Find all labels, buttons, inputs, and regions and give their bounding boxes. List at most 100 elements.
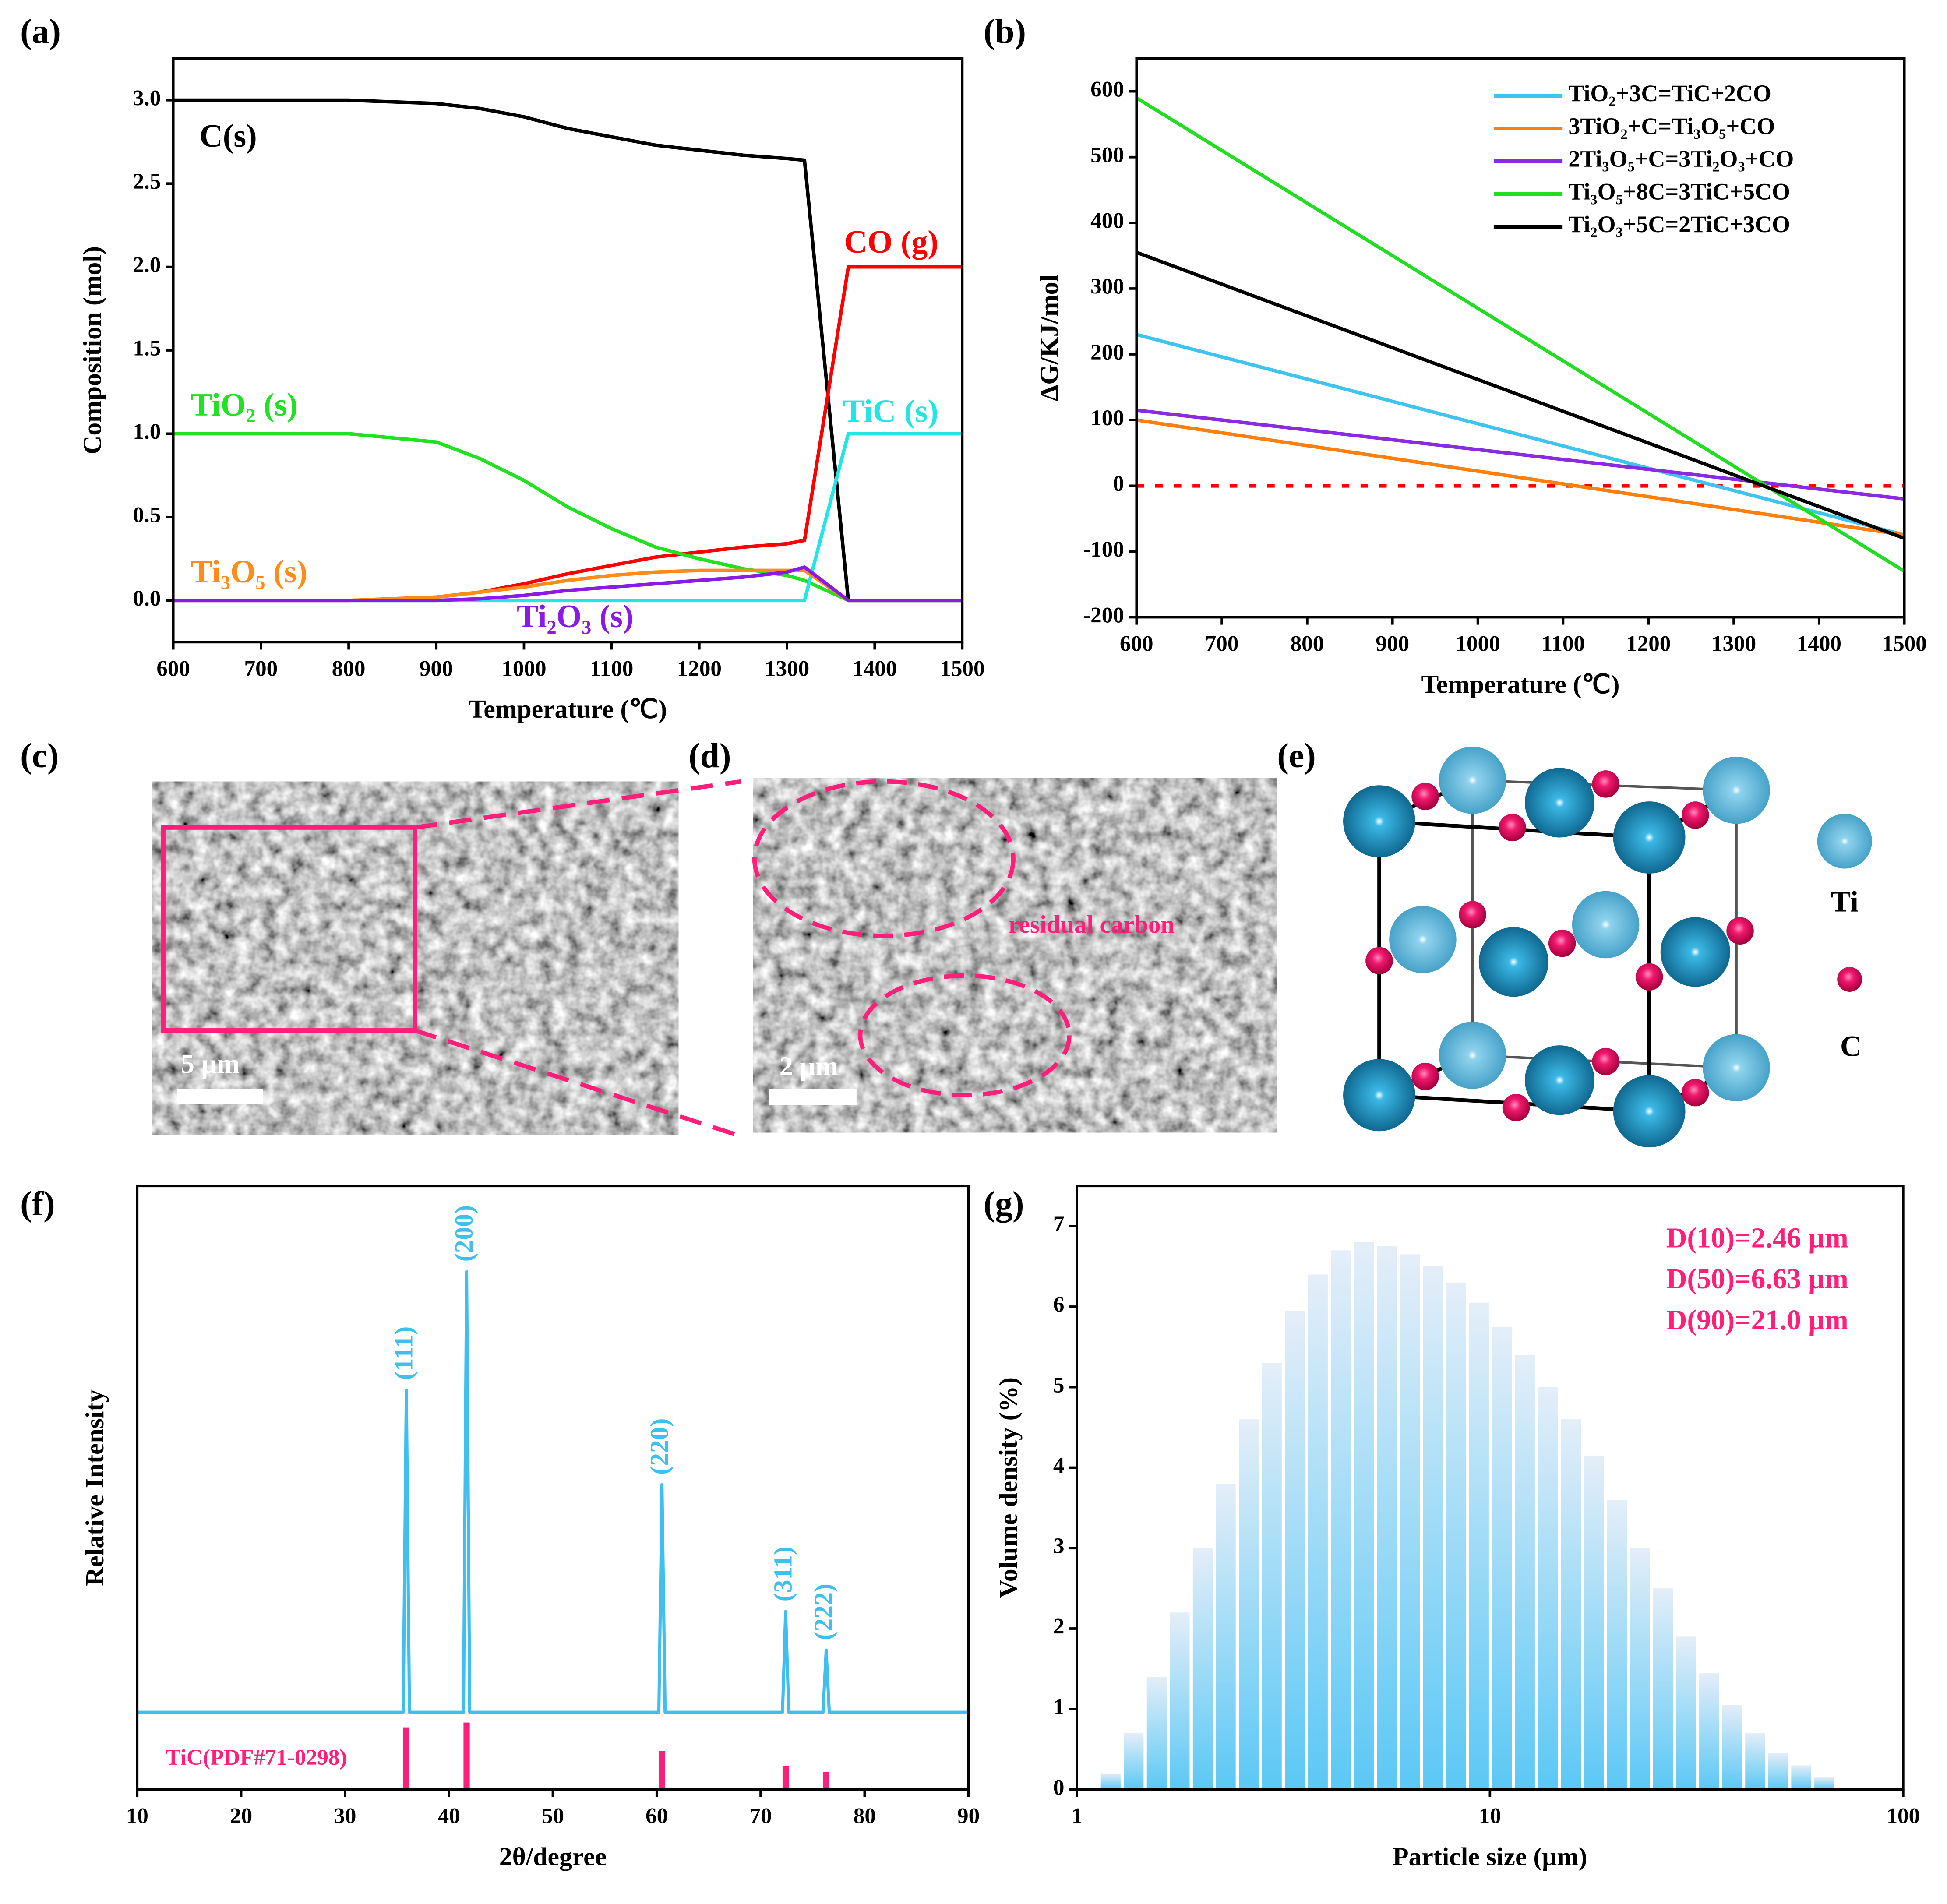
y-tick-label: 6 (1053, 1292, 1065, 1317)
legend-label: Ti₂O₃+5C=2TiC+3CO (1568, 211, 1790, 237)
y-tick-label: 2 (1053, 1614, 1065, 1639)
bar (1538, 1387, 1558, 1790)
reference-stick (823, 1772, 829, 1790)
x-tick-label: 10 (1479, 1804, 1501, 1829)
panel-label: (e) (1277, 737, 1316, 775)
bar (1630, 1548, 1650, 1790)
x-tick-label: 900 (420, 656, 453, 681)
y-tick-label: 100 (1090, 405, 1124, 430)
x-tick-label: 800 (1291, 631, 1324, 656)
x-tick-label: 1000 (501, 656, 546, 681)
reference-stick (403, 1727, 409, 1790)
y-tick-label: 3.0 (133, 86, 161, 111)
peak-label: (311) (769, 1546, 797, 1601)
annotation: D(10)=2.46 μm (1666, 1222, 1848, 1254)
x-tick-label: 1200 (677, 656, 722, 681)
legend-c (1837, 967, 1862, 992)
x-tick-label: 50 (542, 1804, 564, 1829)
bar (1146, 1677, 1167, 1790)
bar (1262, 1363, 1282, 1790)
y-tick-label: 400 (1090, 208, 1124, 233)
x-tick-label: 700 (1205, 631, 1239, 656)
bar (1791, 1765, 1811, 1790)
bar (1285, 1311, 1305, 1790)
zoom-line (414, 779, 741, 830)
bar (1492, 1326, 1512, 1790)
reference-stick (659, 1751, 665, 1790)
y-tick-label: 1.5 (133, 336, 161, 361)
reference-stick (463, 1722, 470, 1790)
zoom-line (414, 1028, 738, 1137)
y-axis-label: ΔG/KJ/mol (1035, 275, 1064, 401)
reference-label: TiC(PDF#71-0298) (166, 1745, 347, 1770)
scale-label: 2 μm (780, 1051, 838, 1081)
y-tick-label: 3 (1053, 1534, 1065, 1558)
bar (1653, 1588, 1673, 1790)
y-tick-label: 2.5 (133, 169, 161, 194)
bar (1607, 1499, 1627, 1790)
scale-bar (177, 1089, 263, 1104)
x-tick-label: 10 (126, 1804, 148, 1829)
sem-image-c: 5 μm (152, 779, 741, 1137)
series-label: Ti₃O₅ (s) (190, 554, 307, 589)
scale-bar (769, 1089, 857, 1105)
annotation: D(50)=6.63 μm (1666, 1263, 1848, 1295)
y-tick-label: 200 (1090, 340, 1124, 365)
bar (1515, 1355, 1535, 1790)
x-tick-label: 900 (1376, 631, 1409, 656)
bar (1676, 1636, 1696, 1790)
ti-atoms-back (1389, 747, 1770, 1102)
x-tick-label: 60 (645, 1804, 668, 1829)
bar (1768, 1753, 1788, 1790)
bar (1377, 1246, 1397, 1790)
x-tick-label: 600 (156, 656, 190, 681)
legend-label: 3TiO₂+C=Ti₃O₅+CO (1568, 113, 1775, 139)
bar (1124, 1733, 1144, 1790)
y-tick-label: 0.5 (133, 503, 161, 528)
x-tick-label: 700 (244, 656, 278, 681)
y-tick-label: 600 (1090, 77, 1124, 102)
bar (1722, 1705, 1742, 1790)
series-line (173, 432, 963, 603)
bar (1331, 1250, 1351, 1790)
y-tick-label: 500 (1090, 142, 1124, 167)
y-tick-label: 5 (1053, 1372, 1065, 1397)
x-axis-label: Temperature (℃) (469, 695, 667, 723)
annotation: residual carbon (1009, 911, 1175, 938)
y-axis-label: Relative Intensity (80, 1389, 109, 1586)
bar (1814, 1777, 1834, 1790)
bar (1584, 1455, 1604, 1790)
y-tick-label: 4 (1053, 1453, 1065, 1478)
chart: 600 700 800 900 1000 1100 1200 1300 1400 1500-200… (1035, 57, 1927, 698)
x-axis-label: Particle size (μm) (1393, 1842, 1587, 1871)
x-tick-label: 1100 (1541, 631, 1585, 656)
panel-label: (f) (20, 1185, 55, 1223)
series-line (1136, 333, 1905, 537)
y-tick-label: -200 (1083, 603, 1124, 628)
series-line (137, 1270, 969, 1714)
panel-label: (a) (20, 12, 61, 51)
series-label: Ti₂O₃ (s) (517, 598, 634, 634)
series-label: TiO₂ (s) (190, 387, 298, 423)
x-tick-label: 1500 (940, 656, 984, 681)
bar (1354, 1242, 1374, 1790)
x-tick-label: 1400 (852, 656, 897, 681)
x-tick-label: 70 (749, 1804, 772, 1829)
plot-frame (136, 1185, 970, 1791)
bar (1469, 1302, 1489, 1790)
x-axis-label: Temperature (℃) (1421, 670, 1619, 698)
bar (1216, 1484, 1236, 1790)
series-line (1136, 418, 1905, 537)
c-atoms (1365, 770, 1754, 1121)
y-tick-label: -100 (1083, 537, 1124, 562)
y-tick-label: 0 (1113, 471, 1124, 496)
x-tick-label: 30 (334, 1804, 356, 1829)
zoom-box (161, 825, 417, 1033)
series-label: CO (g) (844, 224, 938, 260)
highlight (752, 779, 1016, 938)
y-axis-label: Volume density (%) (994, 1377, 1023, 1598)
x-tick-label: 1 (1071, 1804, 1083, 1829)
series-label: C(s) (199, 118, 257, 154)
x-tick-label: 80 (854, 1804, 876, 1829)
